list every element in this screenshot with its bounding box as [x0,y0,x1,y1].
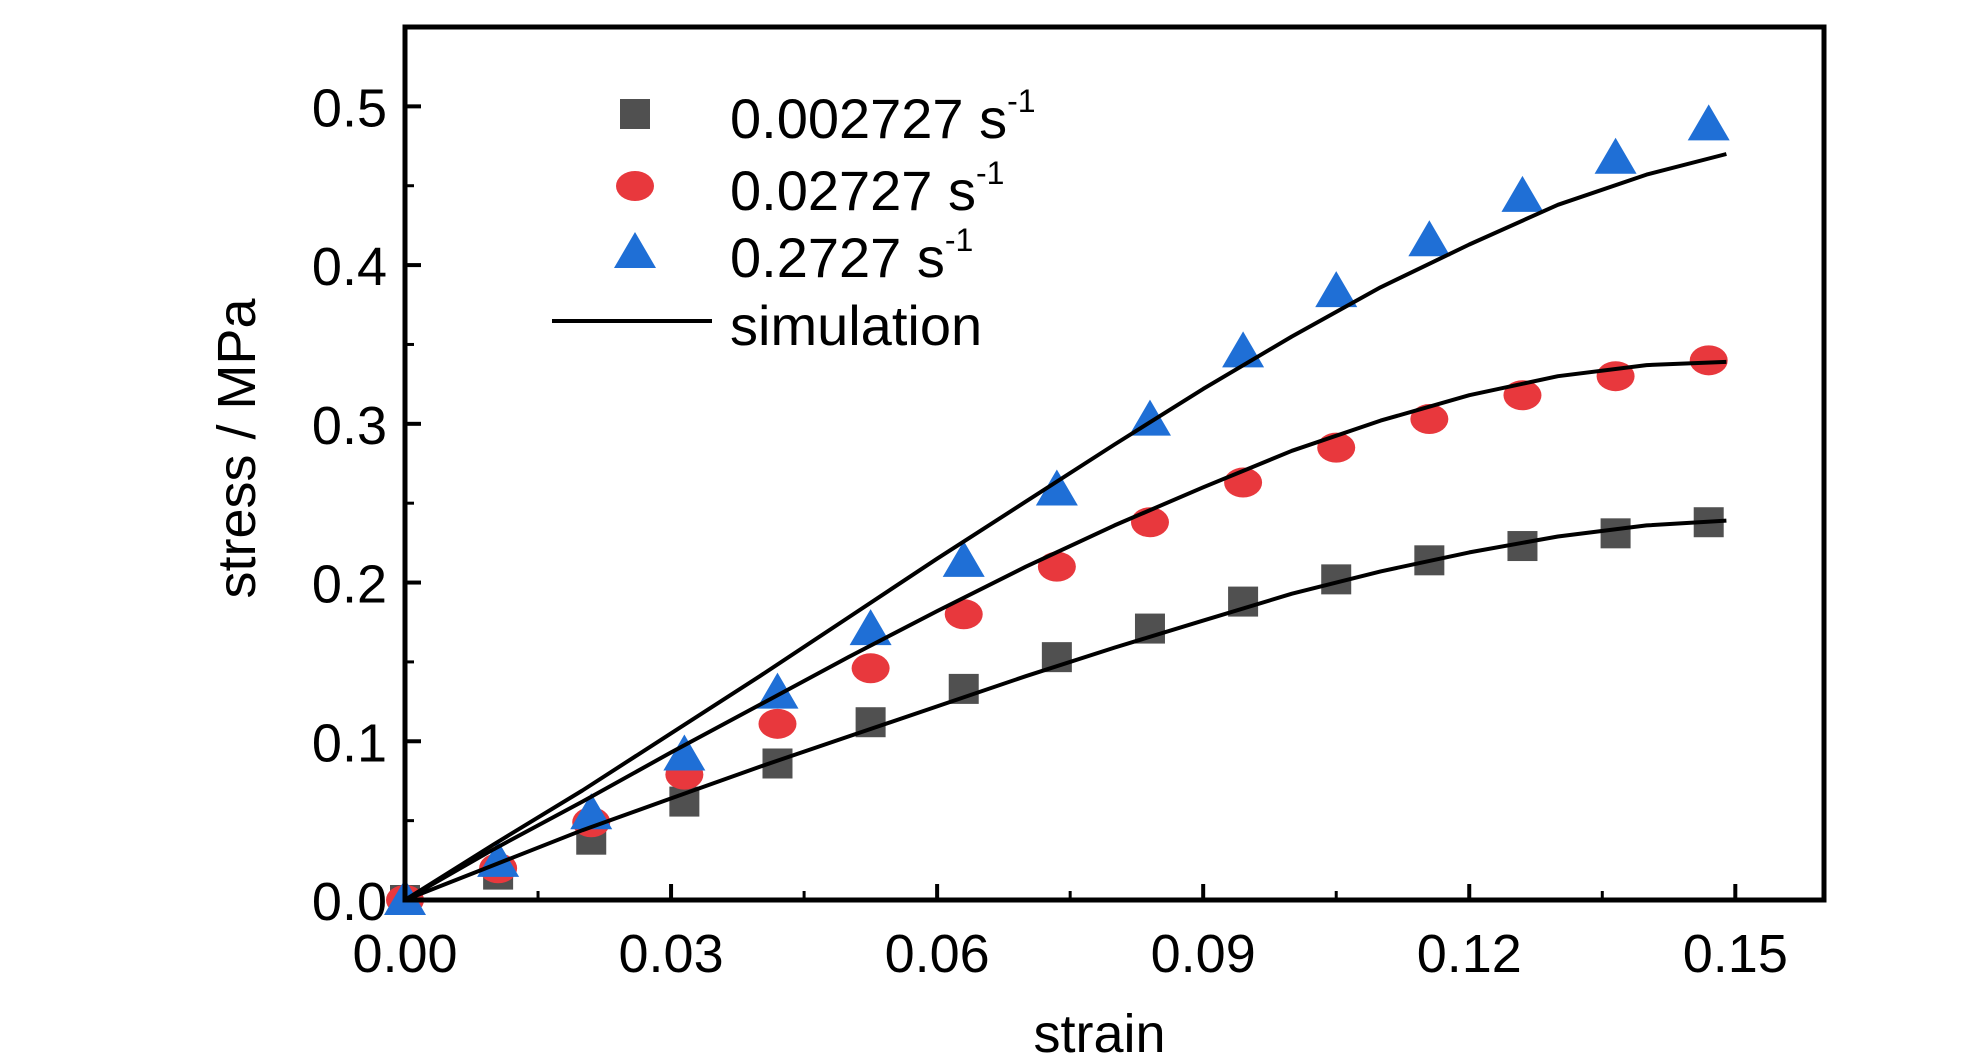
x-tick-label: 0.03 [619,924,724,984]
data-point [1600,518,1631,549]
legend-marker [616,171,654,201]
x-axis-label: strain [1033,1004,1165,1063]
data-point [570,793,613,830]
legend-label-superscript: -1 [1007,83,1035,119]
data-point [1687,104,1730,141]
legend-label: 0.2727 s-1 [730,222,973,289]
data-point [944,599,983,630]
legend-label: 0.002727 s-1 [730,83,1036,150]
data-point [1410,404,1449,435]
y-tick-label: 0.3 [312,396,387,456]
y-tick-label: 0.0 [312,872,387,932]
y-axis-label: stress / MPa [207,298,267,599]
data-point [1035,469,1078,506]
series-3-markers [384,104,1730,915]
data-point [849,609,892,646]
legend-marker [614,232,656,268]
legend-marker [620,99,650,129]
x-tick-label: 0.06 [885,924,990,984]
data-point [1408,220,1451,257]
y-tick-label: 0.5 [312,78,387,138]
data-point [1594,137,1637,174]
legend: 0.002727 s-10.02727 s-10.2727 s-1simulat… [552,83,1036,357]
plot-area [384,104,1730,915]
legend-label: 0.02727 s-1 [730,155,1004,222]
data-point [1501,175,1544,212]
plot-frame [402,24,1827,903]
data-point [1315,271,1358,308]
y-tick-label: 0.2 [312,555,387,615]
x-tick-label: 0.09 [1151,924,1256,984]
simulation-curve-3 [403,152,1727,902]
legend-label-superscript: -1 [976,155,1004,191]
y-tick-label: 0.1 [312,713,387,773]
x-tick-label: 0.15 [1683,924,1788,984]
data-point [851,653,890,684]
y-tick-label: 0.4 [312,237,387,297]
data-point [758,708,797,739]
legend-label-superscript: -1 [945,222,973,258]
x-tick-label: 0.00 [352,924,457,984]
data-point [1689,345,1728,376]
data-point [942,540,985,577]
legend-label: simulation [730,294,982,357]
x-tick-label: 0.12 [1417,924,1522,984]
axis-ticks: 0.00 0.03 0.06 0.09 0.12 0.15 0.0 0.1 0.2 0.3 0.4 0… [312,78,1788,984]
simulation-curve-1 [404,518,1727,902]
data-point [1037,551,1076,582]
data-point [1222,331,1265,368]
data-point [663,734,706,771]
simulation-curve-2 [404,359,1727,902]
